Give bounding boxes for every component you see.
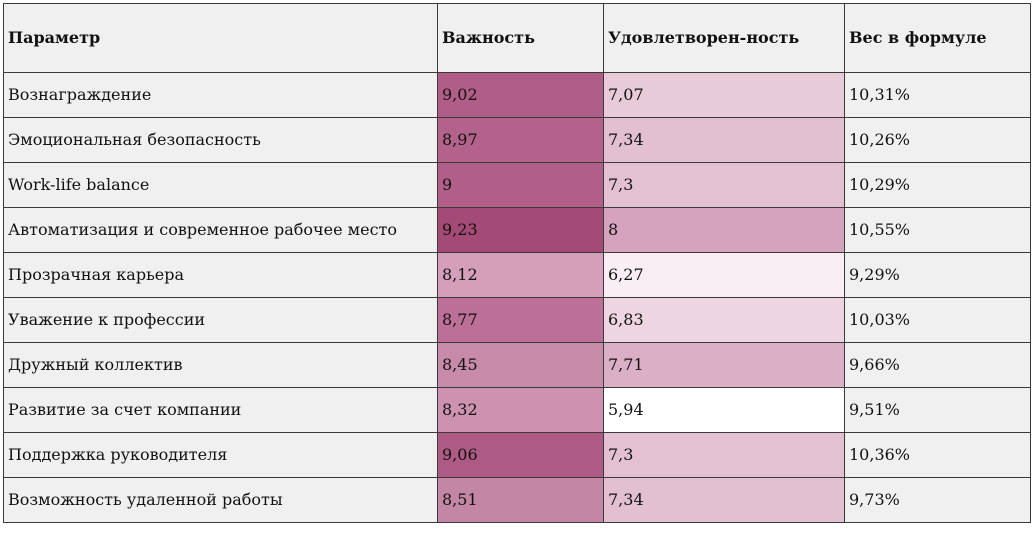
cell-importance: 8,97 (437, 117, 604, 163)
cell-satisfaction: 6,27 (603, 252, 845, 298)
table-row: Автоматизация и современное рабочее мест… (3, 207, 1031, 253)
header-weight: Вес в формуле (844, 3, 1031, 73)
cell-importance: 9,02 (437, 72, 604, 118)
cell-param: Work-life balance (3, 162, 438, 208)
table-container: Параметр Важность Удовлетворен-ность Вес… (3, 3, 1031, 523)
cell-param: Прозрачная карьера (3, 252, 438, 298)
cell-importance: 9 (437, 162, 604, 208)
cell-param: Эмоциональная безопасность (3, 117, 438, 163)
parameters-table: Параметр Важность Удовлетворен-ность Вес… (3, 3, 1031, 523)
table-row: Дружный коллектив 8,45 7,71 9,66% (3, 342, 1031, 388)
table-row: Прозрачная карьера 8,12 6,27 9,29% (3, 252, 1031, 298)
cell-importance: 8,77 (437, 297, 604, 343)
cell-param: Вознаграждение (3, 72, 438, 118)
cell-weight: 10,55% (844, 207, 1031, 253)
cell-importance: 9,23 (437, 207, 604, 253)
cell-weight: 10,31% (844, 72, 1031, 118)
cell-param: Возможность удаленной работы (3, 477, 438, 523)
cell-satisfaction: 7,07 (603, 72, 845, 118)
cell-satisfaction: 6,83 (603, 297, 845, 343)
cell-param: Уважение к профессии (3, 297, 438, 343)
header-param: Параметр (3, 3, 438, 73)
header-satisfaction: Удовлетворен-ность (603, 3, 845, 73)
cell-param: Развитие за счет компании (3, 387, 438, 433)
cell-weight: 10,26% (844, 117, 1031, 163)
header-importance: Важность (437, 3, 604, 73)
cell-satisfaction: 8 (603, 207, 845, 253)
cell-param: Дружный коллектив (3, 342, 438, 388)
cell-weight: 9,51% (844, 387, 1031, 433)
header-row: Параметр Важность Удовлетворен-ность Вес… (3, 3, 1031, 73)
cell-weight: 10,29% (844, 162, 1031, 208)
cell-satisfaction: 7,34 (603, 117, 845, 163)
cell-weight: 10,03% (844, 297, 1031, 343)
cell-param: Автоматизация и современное рабочее мест… (3, 207, 438, 253)
cell-satisfaction: 7,3 (603, 432, 845, 478)
cell-weight: 9,29% (844, 252, 1031, 298)
table-row: Развитие за счет компании 8,32 5,94 9,51… (3, 387, 1031, 433)
table-body: Вознаграждение 9,02 7,07 10,31% Эмоциона… (3, 72, 1031, 523)
cell-param: Поддержка руководителя (3, 432, 438, 478)
cell-importance: 8,45 (437, 342, 604, 388)
table-row: Эмоциональная безопасность 8,97 7,34 10,… (3, 117, 1031, 163)
cell-weight: 10,36% (844, 432, 1031, 478)
cell-satisfaction: 7,71 (603, 342, 845, 388)
table-row: Поддержка руководителя 9,06 7,3 10,36% (3, 432, 1031, 478)
cell-satisfaction: 7,34 (603, 477, 845, 523)
cell-importance: 8,12 (437, 252, 604, 298)
table-row: Вознаграждение 9,02 7,07 10,31% (3, 72, 1031, 118)
cell-weight: 9,73% (844, 477, 1031, 523)
cell-weight: 9,66% (844, 342, 1031, 388)
cell-importance: 8,51 (437, 477, 604, 523)
cell-satisfaction: 7,3 (603, 162, 845, 208)
table-row: Work-life balance 9 7,3 10,29% (3, 162, 1031, 208)
cell-importance: 8,32 (437, 387, 604, 433)
table-row: Уважение к профессии 8,77 6,83 10,03% (3, 297, 1031, 343)
cell-satisfaction: 5,94 (603, 387, 845, 433)
table-row: Возможность удаленной работы 8,51 7,34 9… (3, 477, 1031, 523)
cell-importance: 9,06 (437, 432, 604, 478)
